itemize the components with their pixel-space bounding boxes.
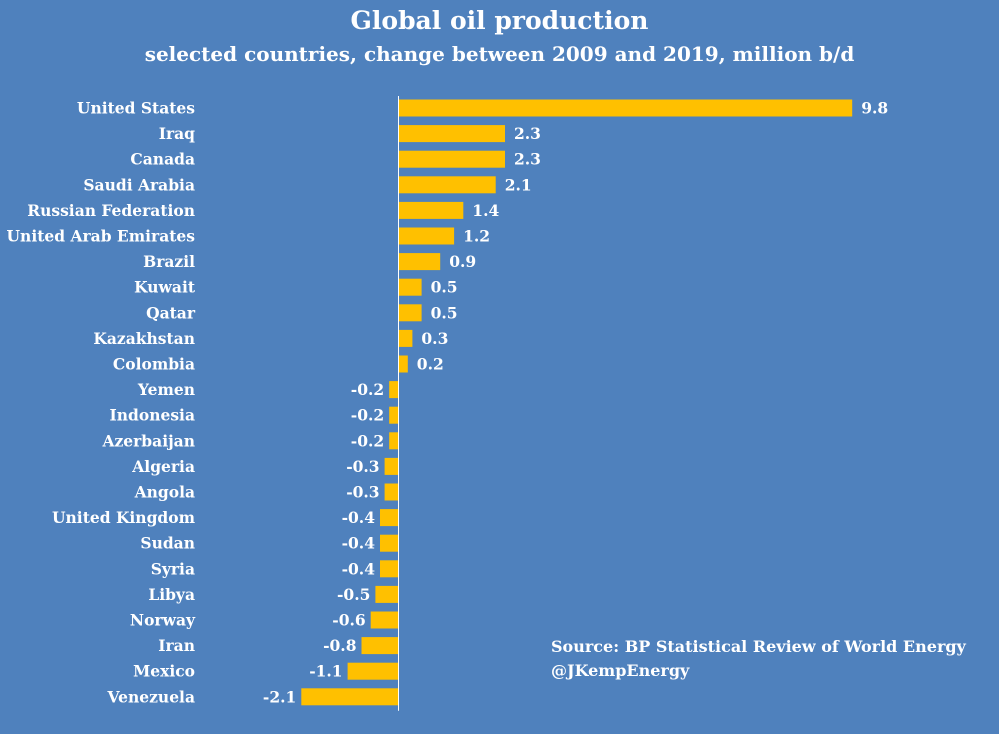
data-label: 0.3 (421, 329, 448, 348)
data-label: -0.4 (342, 534, 376, 553)
chart-subtitle: selected countries, change between 2009 … (144, 42, 855, 66)
bar-sudan (380, 534, 399, 552)
bar-united-arab-emirates (398, 227, 455, 245)
bar-canada (398, 150, 505, 168)
bar-syria (380, 560, 399, 578)
category-label: Iraq (159, 124, 195, 143)
category-label: United States (77, 99, 195, 118)
category-label: Syria (151, 559, 195, 578)
data-label: -0.3 (346, 457, 379, 476)
data-label: -0.4 (342, 508, 376, 527)
author-handle: @JKempEnergy (551, 661, 690, 680)
bar-kazakhstan (398, 329, 413, 347)
data-label: -0.8 (323, 636, 356, 655)
data-label: 0.5 (431, 303, 458, 322)
data-label: -2.1 (263, 687, 296, 706)
category-label: Angola (134, 483, 195, 502)
bar-venezuela (301, 688, 399, 706)
bar-united-kingdom (380, 509, 399, 527)
bar-iraq (398, 125, 505, 143)
data-label: 0.9 (449, 252, 476, 271)
bar-brazil (398, 253, 441, 271)
data-label: -0.5 (337, 585, 370, 604)
data-label: -1.1 (309, 662, 342, 681)
data-label: -0.2 (351, 380, 384, 399)
bar-indonesia (389, 406, 399, 424)
category-label: United Arab Emirates (7, 227, 196, 246)
bar-russian-federation (398, 201, 464, 219)
category-label: Iran (158, 636, 195, 655)
category-label: Brazil (143, 252, 195, 271)
category-label: Venezuela (107, 687, 195, 706)
bar-iran (361, 637, 399, 655)
category-label: United Kingdom (52, 508, 196, 527)
category-label: Qatar (146, 303, 196, 322)
category-label: Libya (148, 585, 195, 604)
data-label: 0.2 (417, 355, 444, 374)
data-label: 2.1 (505, 175, 532, 194)
data-label: -0.3 (346, 483, 379, 502)
bar-kuwait (398, 278, 422, 296)
bar-qatar (398, 304, 422, 322)
category-label: Mexico (133, 662, 195, 681)
category-label: Indonesia (110, 406, 196, 425)
category-label: Colombia (113, 355, 195, 374)
bar-angola (384, 483, 399, 501)
category-label: Canada (130, 150, 195, 169)
data-label: -0.2 (351, 406, 384, 425)
data-label: -0.6 (332, 611, 365, 630)
bar-yemen (389, 381, 399, 399)
category-label: Azerbaijan (101, 431, 195, 450)
data-label: -0.4 (342, 559, 376, 578)
category-label: Algeria (131, 457, 195, 476)
category-label: Yemen (137, 380, 195, 399)
category-label: Kuwait (134, 278, 196, 297)
chart-title: Global oil production (350, 6, 649, 35)
bar-algeria (384, 457, 399, 475)
data-label: 2.3 (514, 124, 541, 143)
data-label: 0.5 (431, 278, 458, 297)
bar-libya (375, 585, 399, 603)
data-label: 2.3 (514, 150, 541, 169)
bar-mexico (347, 662, 399, 680)
category-label: Kazakhstan (93, 329, 195, 348)
category-label: Norway (130, 611, 196, 630)
category-label: Russian Federation (27, 201, 195, 220)
category-label: Saudi Arabia (83, 175, 195, 194)
bar-azerbaijan (389, 432, 399, 450)
bar-norway (370, 611, 399, 629)
bar-united-states (398, 99, 853, 117)
data-label: 1.2 (463, 227, 490, 246)
source-line: Source: BP Statistical Review of World E… (551, 637, 966, 656)
source-note: Source: BP Statistical Review of World E… (551, 635, 966, 683)
data-label: 1.4 (472, 201, 499, 220)
category-label: Sudan (140, 534, 195, 553)
data-label: 9.8 (861, 99, 888, 118)
data-label: -0.2 (351, 431, 384, 450)
bar-colombia (398, 355, 408, 373)
bar-saudi-arabia (398, 176, 496, 194)
